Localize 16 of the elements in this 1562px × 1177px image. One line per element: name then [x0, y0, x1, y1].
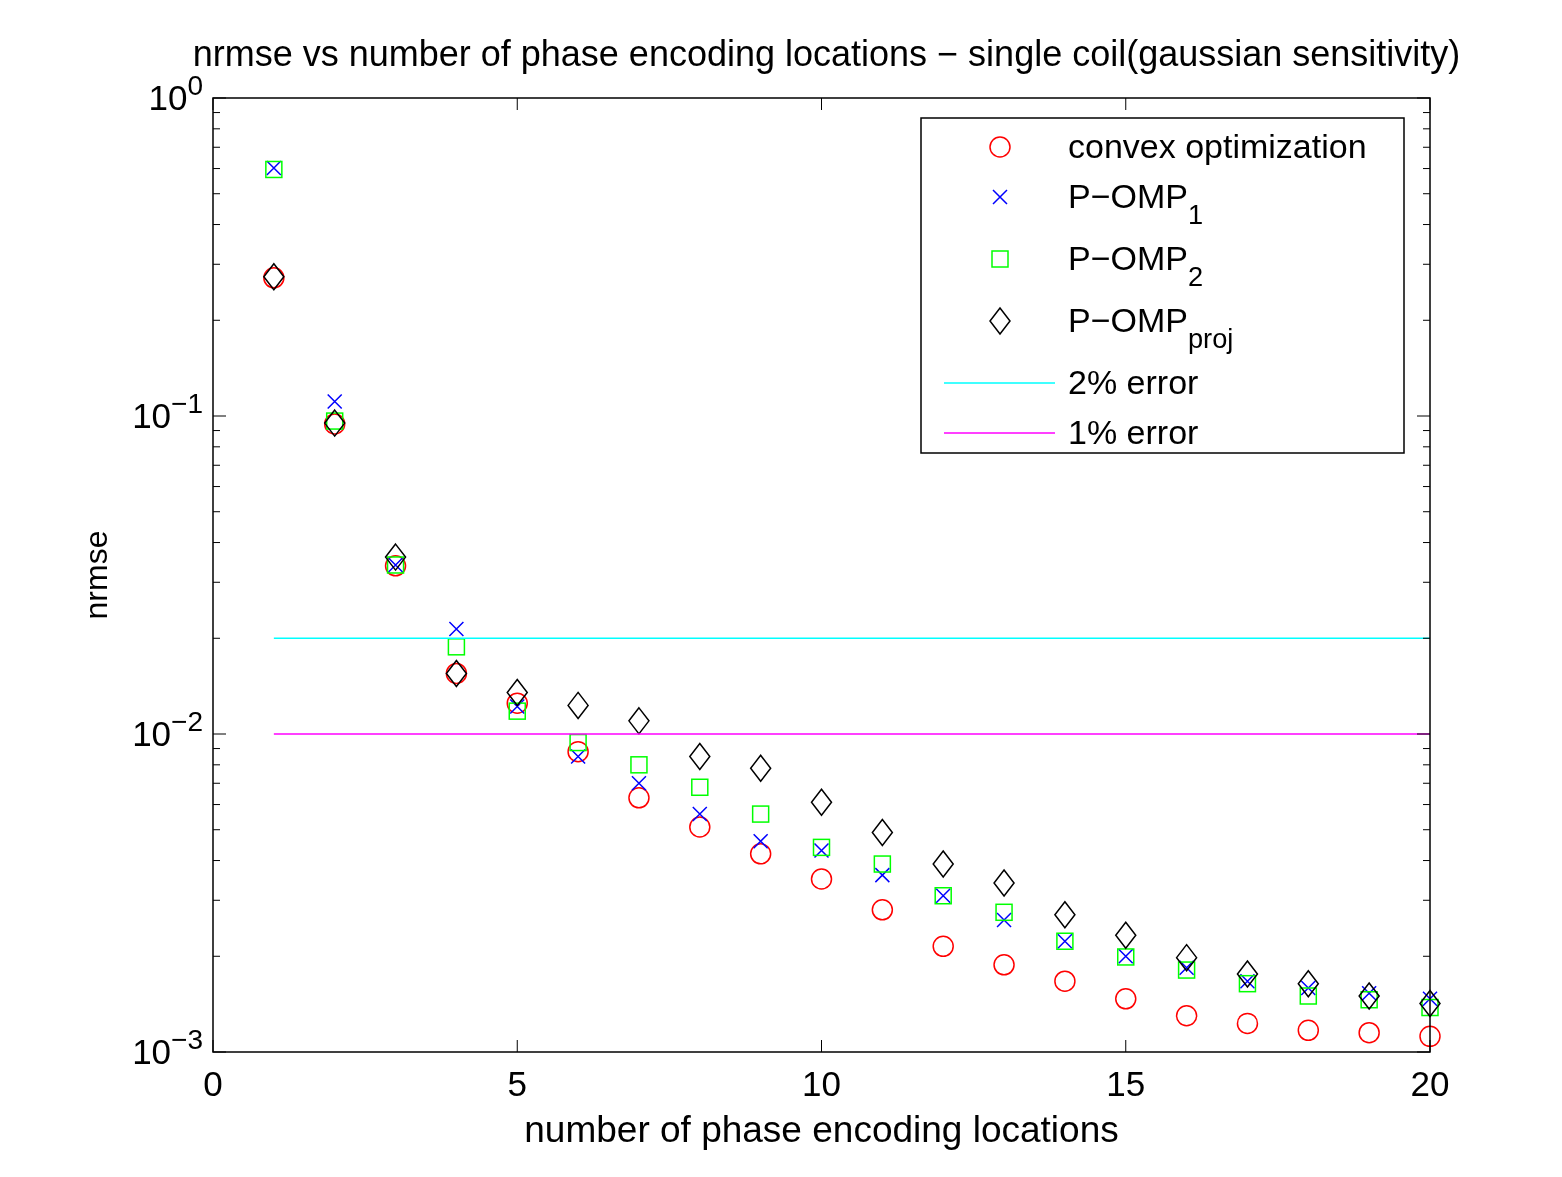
x-axis-title: number of phase encoding locations — [524, 1109, 1119, 1150]
y-tick-label: 10$^{−1}$ — [132, 387, 203, 435]
legend-label: 2% error — [1068, 363, 1199, 401]
y-tick-label: 10$^{−2}$ — [132, 705, 203, 753]
x-tick-label: 5 — [507, 1064, 527, 1103]
x-tick-label: 15 — [1106, 1064, 1146, 1103]
legend-label: convex optimization — [1068, 127, 1367, 165]
legend-label: P−OMP$_{2}$ — [1068, 239, 1204, 292]
y-tick-label: 10$^{−3}$ — [132, 1023, 203, 1071]
legend-label: P−OMP$_{1}$ — [1068, 177, 1204, 230]
x-tick-label: 0 — [203, 1064, 223, 1103]
legend-label: 1% error — [1068, 413, 1199, 451]
x-tick-label: 20 — [1410, 1064, 1450, 1103]
x-tick-label: 10 — [802, 1064, 841, 1103]
y-axis-title: nrmse — [78, 530, 114, 620]
legend-label: P−OMP$_{proj}$ — [1068, 301, 1234, 354]
